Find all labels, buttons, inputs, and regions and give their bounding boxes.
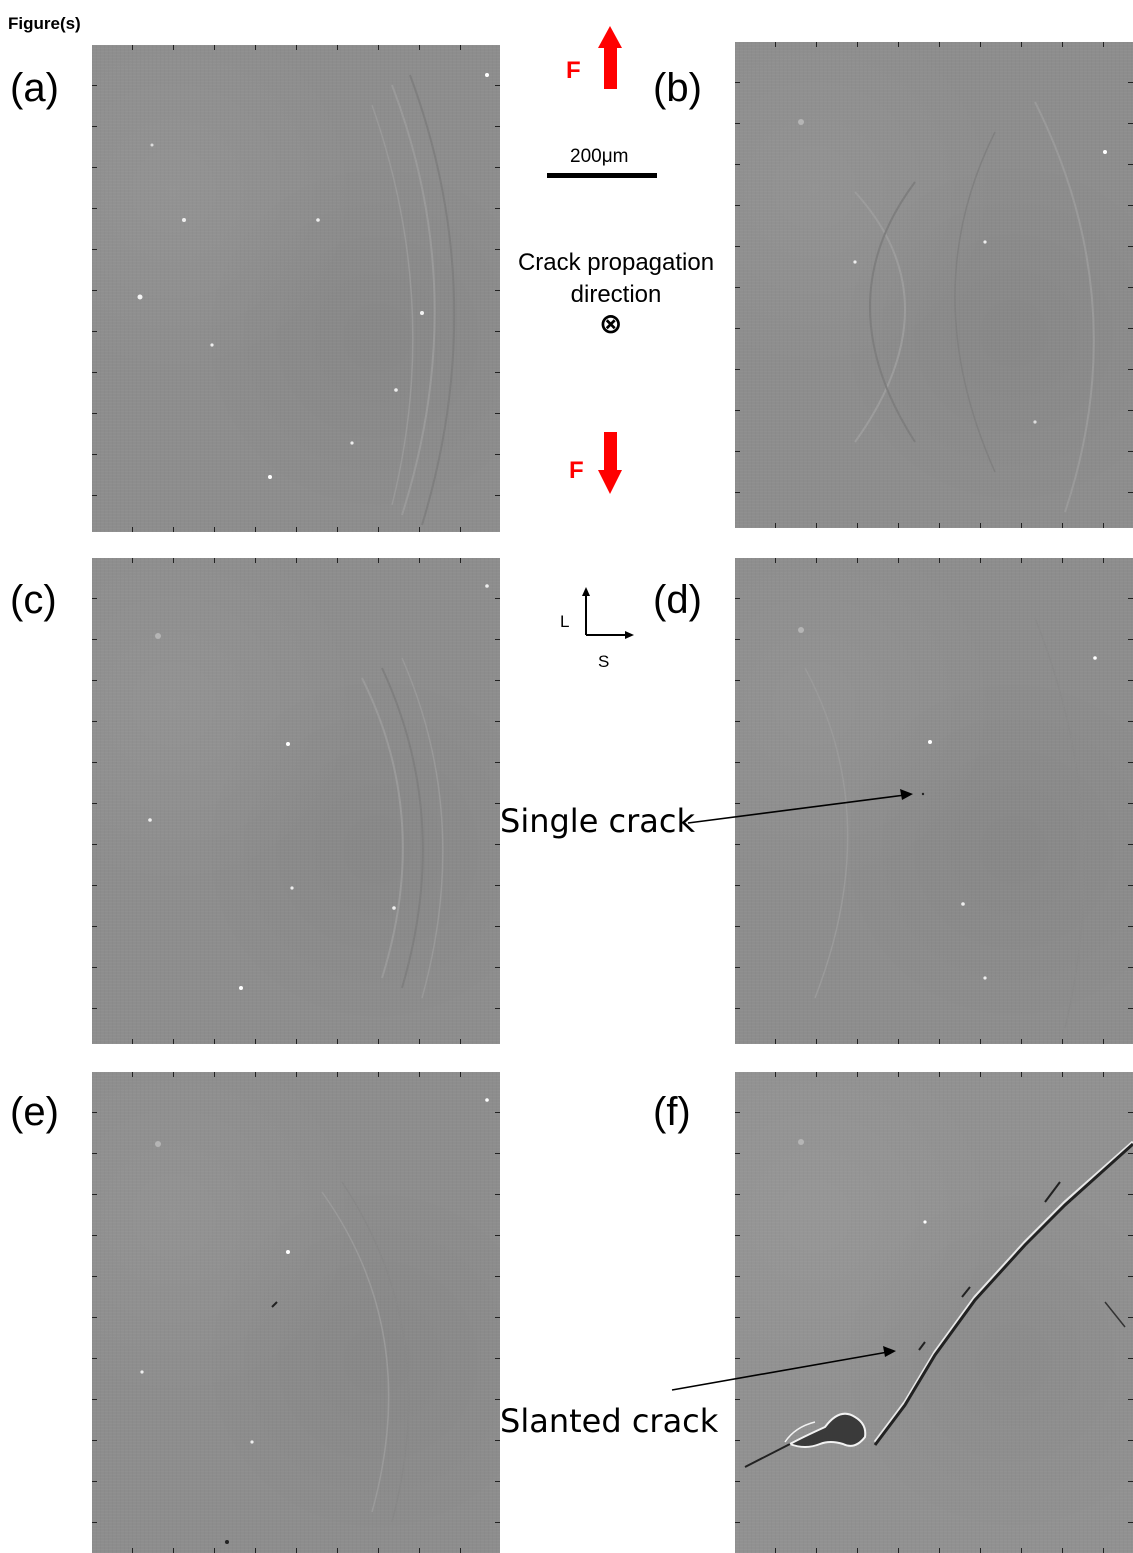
single-crack-label: Single crack	[500, 802, 696, 840]
micrograph-texture-d	[798, 617, 1097, 1029]
micrograph-texture-c	[148, 584, 489, 999]
scale-bar	[547, 173, 657, 178]
micrograph-panel-f	[735, 1072, 1133, 1553]
panel-label-e: (e)	[10, 1090, 59, 1134]
micrograph-panel-e	[92, 1072, 500, 1553]
into-page-icon: ⊗	[599, 308, 623, 339]
force-label-bottom: F	[569, 457, 584, 484]
micrograph-texture-f	[744, 1139, 1133, 1468]
micrograph-texture-a	[137, 73, 489, 526]
force-label-top: F	[566, 57, 581, 84]
axis-label-l: L	[560, 612, 570, 631]
micrograph-panel-a	[92, 45, 500, 532]
force-arrow-up-icon	[598, 26, 622, 89]
micrograph-texture-b	[798, 101, 1107, 513]
scale-bar-label: 200μm	[570, 146, 629, 167]
micrograph-panel-c	[92, 558, 500, 1044]
axis-label-s: S	[598, 652, 610, 671]
crack-direction-label: Crack propagation direction	[500, 247, 732, 311]
micrograph-texture-e	[140, 1098, 489, 1544]
slanted-crack-label: Slanted crack	[500, 1402, 719, 1440]
panel-label-c: (c)	[10, 578, 57, 622]
crack-direction-line2: direction	[570, 281, 662, 308]
panel-label-d: (d)	[653, 578, 702, 622]
micrograph-panel-d	[735, 558, 1133, 1044]
micrograph-panel-b	[735, 42, 1133, 528]
force-arrow-down-icon	[598, 432, 622, 494]
figure-heading: Figure(s)	[8, 14, 81, 33]
panel-label-f: (f)	[653, 1090, 691, 1134]
panel-label-b: (b)	[653, 66, 702, 110]
panel-label-a: (a)	[10, 66, 59, 110]
crack-direction-line1: Crack propagation	[517, 249, 715, 276]
axis-arrows-icon	[582, 587, 634, 639]
